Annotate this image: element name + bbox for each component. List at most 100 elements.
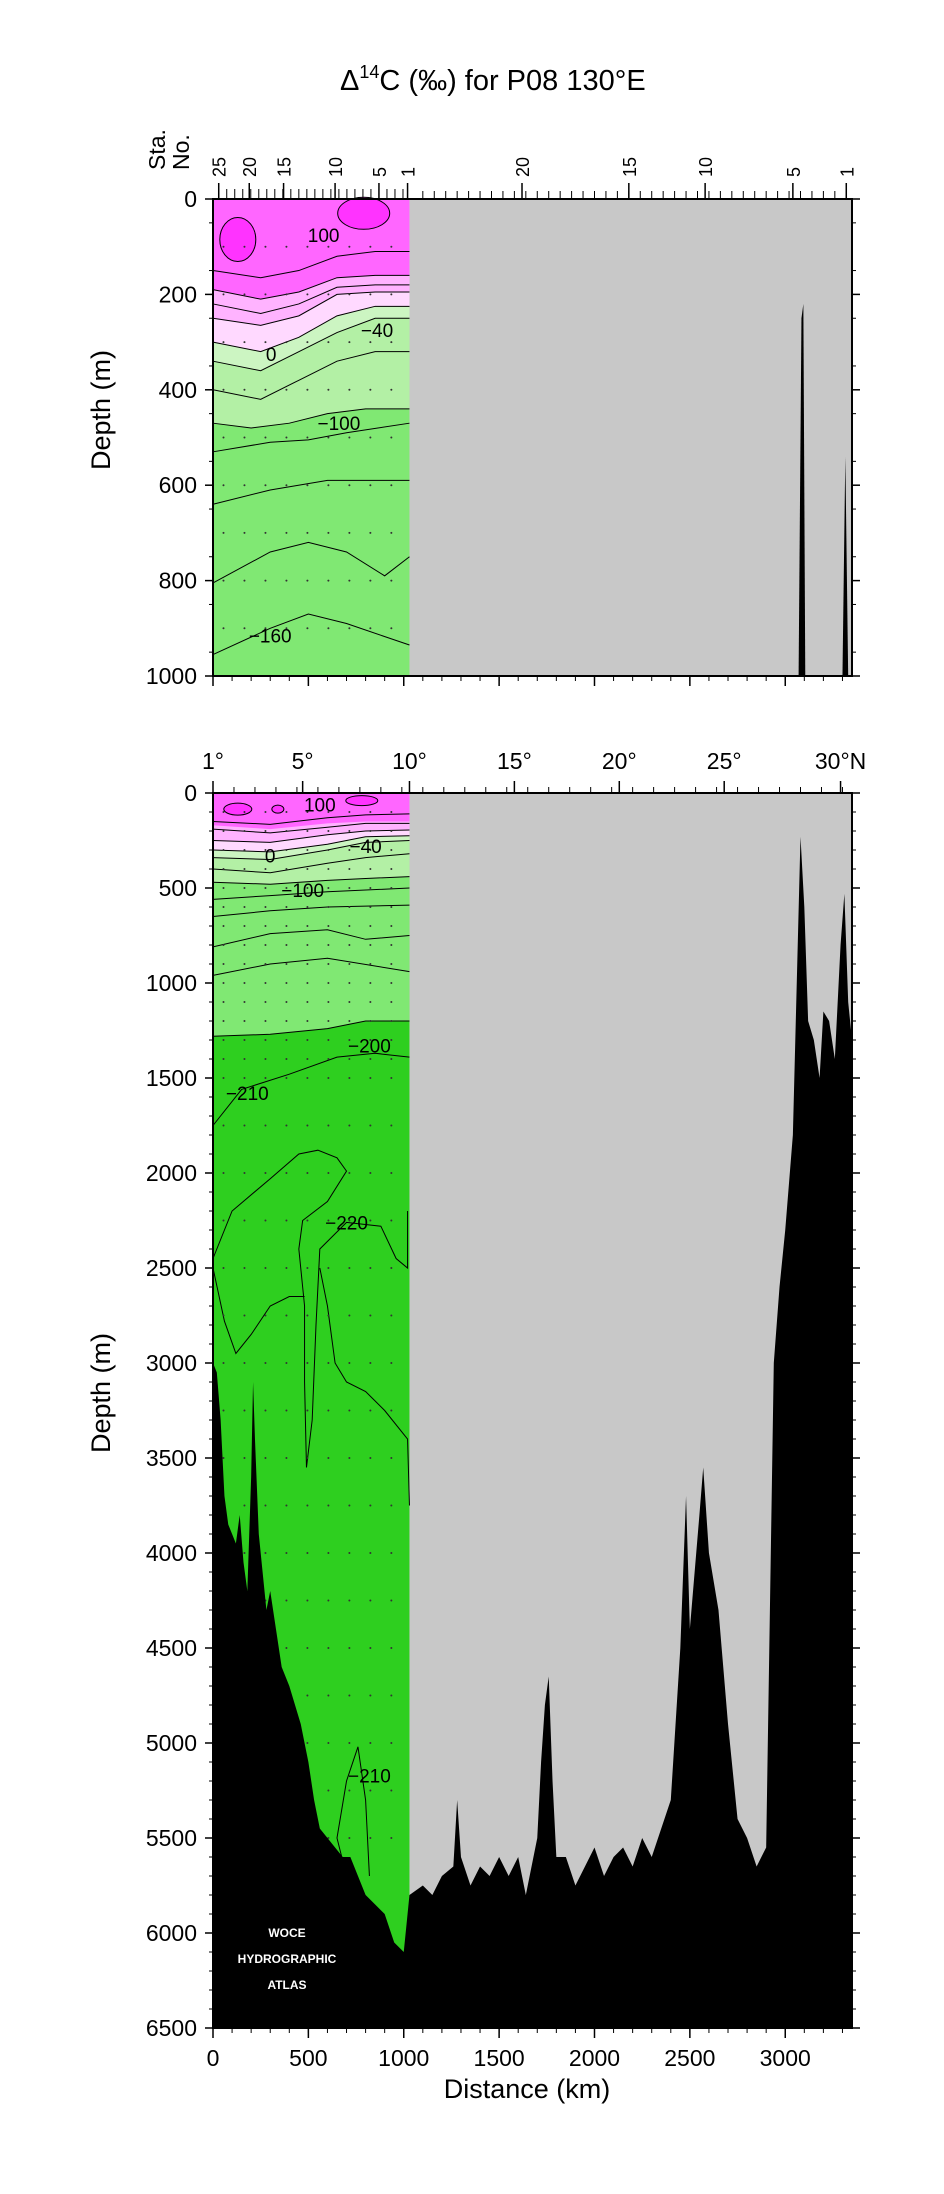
sample-dot — [348, 1172, 351, 1174]
bottom-contour-line — [212, 904, 410, 917]
sample-dot — [285, 906, 288, 908]
bottom-y-tick-label: 2500 — [146, 1255, 197, 1281]
sample-dot — [306, 1647, 309, 1649]
sample-dot — [369, 1077, 372, 1079]
top-y-tick-label: 1000 — [146, 663, 197, 689]
bottom-contour-line — [212, 957, 410, 976]
sample-dot — [264, 849, 267, 851]
sample-dot — [327, 1504, 330, 1507]
sample-dot — [390, 1039, 393, 1041]
sample-dot — [327, 436, 330, 439]
sample-dot — [306, 1694, 309, 1697]
bottom-contour-label: 100 — [304, 795, 336, 816]
sample-dot — [348, 245, 351, 248]
bottom-x-tick-label: 500 — [289, 2045, 327, 2071]
sample-dot — [222, 1219, 225, 1222]
sample-dot — [306, 887, 309, 889]
station-axis-label-sta: Sta. — [144, 129, 170, 170]
sample-dot — [348, 1837, 351, 1839]
sample-dot — [222, 1020, 225, 1022]
sample-dot — [285, 293, 288, 296]
sample-dot — [369, 1362, 372, 1364]
sample-dot — [327, 868, 330, 870]
sample-dot — [369, 982, 372, 984]
bottom-x-tick-label: 2500 — [664, 2045, 715, 2071]
bottom-contour-label: −210 — [348, 1766, 391, 1787]
sample-dot — [306, 1504, 309, 1507]
sample-dot — [327, 925, 330, 927]
sample-dot — [264, 925, 267, 927]
sample-dot — [369, 849, 372, 851]
sample-dot — [243, 982, 246, 984]
top-contour-label: −100 — [317, 414, 360, 435]
bottom-bathymetry — [213, 836, 852, 2029]
bottom-x-tick-label: 0 — [207, 2045, 220, 2071]
sample-dot — [348, 982, 351, 984]
sample-dot — [285, 1124, 288, 1127]
bottom-contour-line — [212, 829, 410, 843]
sample-dot — [327, 579, 330, 582]
bottom-contour-line — [336, 1746, 370, 1877]
sample-dot — [222, 627, 225, 630]
sample-dot — [327, 1219, 330, 1222]
sample-dot — [285, 1647, 288, 1649]
sample-dot — [264, 811, 267, 813]
sample-dot — [348, 1039, 351, 1041]
sample-dot — [369, 1504, 372, 1507]
sample-dot — [390, 484, 393, 487]
sample-dot — [306, 1457, 309, 1459]
bottom-y-tick-label: 1500 — [146, 1065, 197, 1091]
sample-dot — [222, 887, 225, 889]
sample-dot — [390, 1001, 393, 1003]
sample-dot — [348, 1789, 351, 1792]
sample-dot — [243, 1058, 246, 1060]
sample-dot — [306, 1599, 309, 1602]
sample-dot — [369, 1837, 372, 1839]
sample-dot — [222, 579, 225, 582]
sample-dot — [264, 531, 267, 534]
sample-dot — [369, 341, 372, 344]
station-label: 1 — [837, 167, 857, 177]
sample-dot — [327, 1058, 330, 1060]
sample-dot — [243, 906, 246, 908]
sample-dot — [369, 811, 372, 813]
sample-dot — [390, 925, 393, 927]
sample-dot — [264, 1058, 267, 1060]
sample-dot — [327, 1267, 330, 1269]
sample-dot — [306, 1020, 309, 1022]
bottom-contour-label: −220 — [325, 1213, 368, 1234]
sample-dot — [327, 341, 330, 344]
sample-dot — [306, 627, 309, 630]
bottom-y-tick-label: 1000 — [146, 970, 197, 996]
sample-dot — [369, 1409, 372, 1412]
bottom-y-tick-label: 6500 — [146, 2015, 197, 2041]
sample-dot — [264, 1219, 267, 1222]
sample-dot — [348, 868, 351, 870]
sample-dot — [348, 1077, 351, 1079]
sample-dot — [306, 1552, 309, 1554]
sample-dot — [348, 1504, 351, 1507]
bottom-max-blob-left — [223, 802, 253, 816]
top-y-tick-label: 0 — [184, 186, 197, 212]
sample-dot — [285, 925, 288, 927]
sample-dot — [222, 1039, 225, 1041]
watermark-line-hydrographic: HYDROGRAPHIC — [238, 1952, 337, 1966]
sample-dot — [264, 982, 267, 984]
bottom-y-tick-label: 5000 — [146, 1730, 197, 1756]
station-label: 20 — [513, 157, 533, 177]
sample-dot — [243, 925, 246, 927]
sample-dot — [327, 849, 330, 851]
sample-dot — [327, 1789, 330, 1792]
sample-dot — [285, 1362, 288, 1364]
sample-dot — [390, 1599, 393, 1602]
sample-dot — [264, 887, 267, 889]
station-label: 10 — [326, 157, 346, 177]
sample-dot — [243, 1077, 246, 1079]
sample-dot — [243, 1039, 246, 1041]
sample-dot — [348, 1552, 351, 1554]
sample-dot — [327, 1362, 330, 1364]
sample-dot — [390, 849, 393, 851]
sample-dot — [285, 436, 288, 439]
sample-dot — [306, 1172, 309, 1174]
top-bathymetry-spike-1 — [798, 303, 806, 676]
